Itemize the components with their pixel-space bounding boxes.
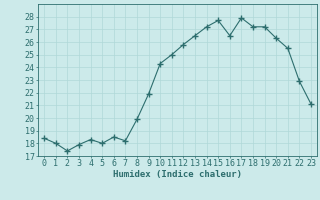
X-axis label: Humidex (Indice chaleur): Humidex (Indice chaleur) [113,170,242,179]
